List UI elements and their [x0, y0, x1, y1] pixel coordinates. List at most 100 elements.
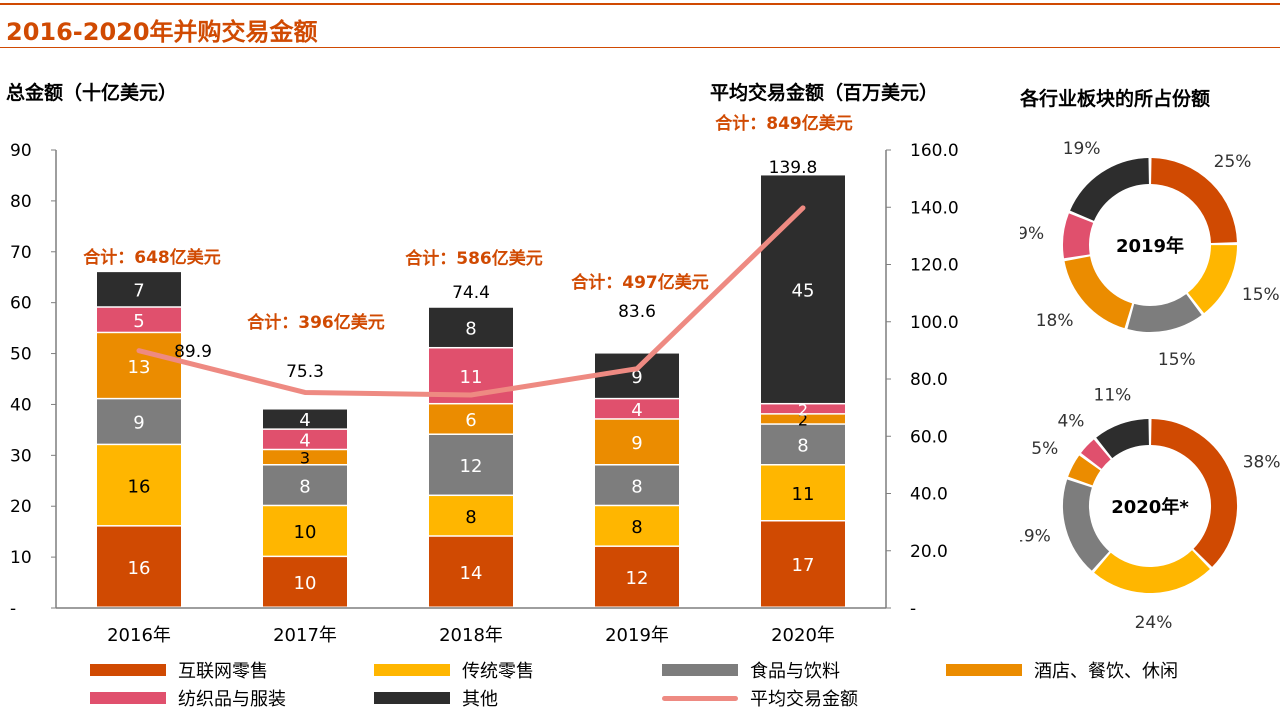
bar-segment	[263, 506, 347, 556]
legend-swatch	[374, 664, 450, 676]
legend-item: 纺织品与服装	[90, 685, 286, 711]
left-tick-label: 60	[10, 294, 32, 314]
legend-swatch	[374, 692, 450, 704]
left-tick-label: 30	[10, 446, 32, 466]
right-tick-label: 80.0	[910, 370, 948, 390]
bar-value-label: 8	[797, 436, 808, 457]
legend-swatch	[662, 664, 738, 676]
line-value-label: 83.6	[618, 302, 656, 322]
total-label: 合计：396亿美元	[247, 312, 385, 333]
legend-item: 酒店、餐饮、休闲	[946, 657, 1178, 683]
bar-segment	[761, 521, 845, 607]
donut-slice	[1063, 479, 1110, 571]
line-value-label: 139.8	[769, 158, 818, 178]
donut-chart-2020: 38% 24% 19% 5% 4% 11% 2020年*	[1020, 388, 1280, 628]
donut-slice	[1063, 213, 1094, 259]
x-tick-label: 2020年	[771, 625, 835, 646]
legend-item: 平均交易金额	[662, 685, 858, 711]
bar-value-label: 16	[128, 476, 151, 497]
total-label: 合计：648亿美元	[83, 247, 221, 268]
line-value-label: 75.3	[286, 362, 324, 382]
donut-pct-label: 5%	[1031, 439, 1058, 459]
donut-pct-label: 24%	[1135, 613, 1173, 628]
total-label: 合计：497亿美元	[571, 272, 709, 293]
donut-slice	[1064, 255, 1133, 329]
bar-value-label: 16	[128, 558, 151, 579]
x-tick-label: 2018年	[439, 625, 503, 646]
bar-value-label: 8	[465, 507, 476, 528]
bar-segment	[595, 399, 679, 419]
legend-item: 传统零售	[374, 657, 534, 683]
right-tick-label: 40.0	[910, 485, 948, 505]
legend-item: 互联网零售	[90, 657, 268, 683]
right-tick-label: 120.0	[910, 256, 959, 276]
legend-label: 酒店、餐饮、休闲	[1034, 661, 1178, 682]
legend-label: 平均交易金额	[750, 689, 858, 710]
bar-segment	[595, 546, 679, 607]
right-tick-label: 140.0	[910, 198, 959, 218]
donut-pct-label: 25%	[1214, 152, 1252, 172]
bar-value-label: 14	[460, 563, 483, 584]
bar-value-label: 4	[299, 410, 310, 431]
bar-value-label: 12	[460, 456, 483, 477]
left-tick-label: 90	[10, 141, 32, 161]
right-tick-label: -	[910, 599, 916, 619]
bar-value-label: 8	[299, 476, 310, 497]
bar-value-label: 11	[460, 367, 483, 388]
donut-slice	[1081, 439, 1111, 470]
left-tick-label: -	[10, 599, 16, 619]
donut-pct-label: 4%	[1057, 412, 1084, 432]
bar-value-label: 11	[792, 484, 815, 505]
total-label: 合计：849亿美元	[715, 113, 853, 134]
left-axis-header: 总金额（十亿美元）	[6, 82, 178, 104]
title-rule	[0, 47, 1280, 48]
bar-value-label: 4	[631, 400, 642, 421]
bar-segment	[263, 557, 347, 607]
bar-segment	[97, 445, 181, 526]
legend-label: 纺织品与服装	[178, 689, 286, 710]
bar-segment	[429, 404, 513, 434]
legend-label: 食品与饮料	[750, 661, 840, 682]
bar-value-label: 3	[300, 449, 310, 468]
bar-value-label: 10	[294, 573, 317, 594]
bar-segment	[263, 450, 347, 465]
right-tick-label: 20.0	[910, 542, 948, 562]
donut-pct-label: 19%	[1020, 526, 1051, 546]
donut-pct-label: 15%	[1158, 350, 1196, 370]
legend-swatch	[946, 664, 1022, 676]
bar-segment	[97, 307, 181, 332]
line-value-label: 74.4	[452, 283, 490, 303]
bar-value-label: 8	[465, 319, 476, 340]
donut-slice	[1094, 549, 1210, 593]
left-tick-label: 10	[10, 548, 32, 568]
bar-value-label: 13	[128, 357, 151, 378]
right-tick-label: 100.0	[910, 313, 959, 333]
avg-deal-line	[136, 205, 806, 398]
bar-segment	[97, 399, 181, 444]
legend-item: 其他	[374, 685, 498, 711]
bar-segment	[429, 434, 513, 495]
left-tick-label: 50	[10, 345, 32, 365]
bar-value-label: 8	[631, 476, 642, 497]
bar-segment	[761, 424, 845, 465]
legend-item: 食品与饮料	[662, 657, 840, 683]
bar-segment	[429, 496, 513, 536]
bar-segment	[263, 429, 347, 449]
bar-value-label: 2	[798, 400, 808, 419]
total-label: 合计：586亿美元	[405, 248, 543, 269]
donut-slice	[1187, 244, 1237, 314]
donut-slice	[1068, 455, 1101, 486]
left-tick-label: 70	[10, 243, 32, 263]
bar-value-label: 10	[294, 522, 317, 543]
line-value-label: 89.9	[174, 342, 212, 362]
bar-value-label: 9	[133, 413, 144, 434]
bar-value-label: 12	[626, 568, 649, 589]
bar-value-label: 8	[631, 517, 642, 538]
donut-pct-label: 38%	[1243, 453, 1280, 473]
bar-value-label: 9	[631, 367, 642, 388]
bar-segment	[761, 465, 845, 520]
x-tick-label: 2019年	[605, 625, 669, 646]
right-tick-label: 160.0	[910, 141, 959, 161]
donut-slice	[1150, 158, 1237, 244]
donut-chart-2019: 25% 15% 15% 18% 9% 19% 2019年	[1020, 140, 1280, 370]
